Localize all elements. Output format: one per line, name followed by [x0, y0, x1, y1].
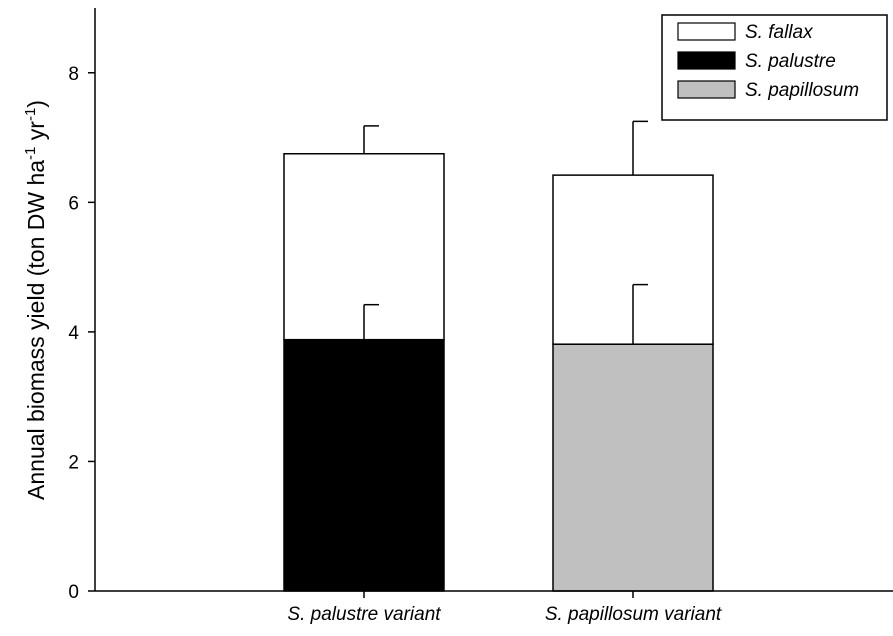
legend-label: S. palustre — [745, 51, 836, 72]
bar-segment-s-papillosum — [552, 343, 714, 592]
y-axis-title-main: Annual biomass yield (ton DW ha — [23, 160, 49, 500]
x-tick-label: S. palustre variant — [287, 604, 441, 625]
legend-label: S. fallax — [745, 22, 814, 43]
y-ticks-group: 0 2 4 6 8 — [68, 64, 95, 603]
y-tick-label: 2 — [68, 452, 79, 473]
legend-swatch — [677, 51, 736, 70]
y-tick-label: 0 — [68, 582, 79, 603]
y-axis-title-sup2: -1 — [22, 108, 39, 121]
bar-segment-s-palustre — [283, 338, 445, 592]
y-axis-title-sup1: -1 — [22, 147, 39, 160]
y-tick-label: 4 — [68, 323, 79, 344]
legend-swatch — [677, 22, 736, 41]
error-bars-group — [363, 120, 648, 345]
axes-group — [94, 8, 893, 592]
legend-swatch — [677, 80, 736, 99]
y-axis-title-end: ) — [23, 100, 49, 108]
x-ticks-group: S. palustre variant S. papillosum variant — [287, 591, 722, 625]
y-tick-label: 8 — [68, 64, 79, 85]
bars-group — [283, 153, 714, 592]
x-tick-label: S. papillosum variant — [545, 604, 722, 625]
legend-label: S. papillosum — [745, 80, 859, 101]
y-axis-title: Annual biomass yield (ton DW ha-1 yr-1) — [22, 100, 49, 500]
legend: S. fallax S. palustre S. papillosum — [661, 14, 888, 121]
y-tick-label: 6 — [68, 193, 79, 214]
y-axis-title-mid: yr — [23, 121, 49, 147]
